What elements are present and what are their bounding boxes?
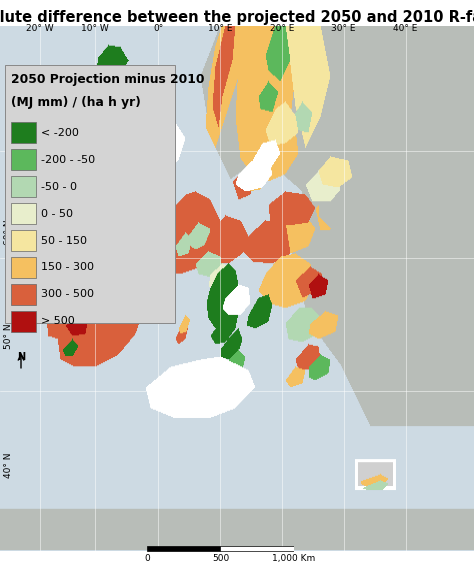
Text: 1,000 Km: 1,000 Km	[272, 554, 316, 563]
Bar	[220, 546, 294, 552]
Text: 60° N: 60° N	[4, 220, 13, 245]
Text: 40° N: 40° N	[4, 452, 13, 478]
Text: 0 - 50: 0 - 50	[41, 208, 73, 219]
Text: 20° E: 20° E	[270, 24, 294, 33]
Bar	[147, 546, 220, 552]
Text: -200 - -50: -200 - -50	[41, 154, 95, 165]
Text: 150 - 300: 150 - 300	[41, 262, 94, 273]
Text: 500: 500	[212, 554, 229, 563]
Text: 10° W: 10° W	[81, 24, 109, 33]
Text: Absolute difference between the projected 2050 and 2010 R-factor: Absolute difference between the projecte…	[0, 10, 474, 25]
Text: 20° W: 20° W	[27, 24, 54, 33]
Text: (MJ mm) / (ha h yr): (MJ mm) / (ha h yr)	[11, 96, 141, 109]
Text: 50 - 150: 50 - 150	[41, 235, 87, 246]
Text: 300 - 500: 300 - 500	[41, 289, 94, 300]
Text: -50 - 0: -50 - 0	[41, 181, 77, 192]
Text: 2050 Projection minus 2010: 2050 Projection minus 2010	[11, 73, 205, 86]
Text: < -200: < -200	[41, 127, 79, 138]
Text: 50° N: 50° N	[4, 323, 13, 348]
Text: 30° E: 30° E	[331, 24, 356, 33]
Text: 0°: 0°	[154, 24, 164, 33]
Text: 10° E: 10° E	[208, 24, 233, 33]
Text: 0: 0	[144, 554, 150, 563]
Text: > 500: > 500	[41, 316, 74, 327]
Text: 40° E: 40° E	[393, 24, 418, 33]
Text: N: N	[17, 352, 26, 362]
